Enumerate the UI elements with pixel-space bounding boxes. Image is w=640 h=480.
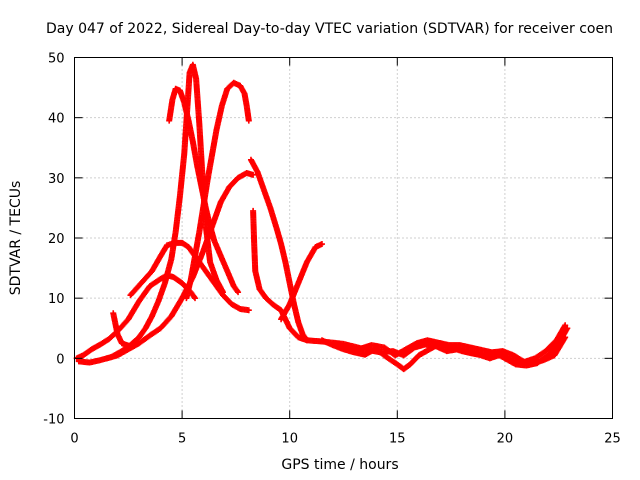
y-axis-label: SDTVAR / TECUs (8, 181, 24, 296)
x-tick-label: 10 (281, 432, 298, 447)
x-tick-label: 5 (178, 432, 186, 447)
y-tick-label: 20 (48, 232, 65, 247)
data-point (250, 171, 257, 178)
data-points (73, 61, 571, 373)
chart-title: Day 047 of 2022, Sidereal Day-to-day VTE… (46, 21, 613, 37)
series-arc-6 (183, 79, 252, 302)
data-point (562, 322, 569, 329)
y-tick-label: 30 (48, 172, 65, 187)
x-axis-label: GPS time / hours (281, 457, 398, 473)
x-tick-label: 25 (604, 432, 621, 447)
x-tick-label: 0 (70, 432, 78, 447)
x-tick-label: 20 (497, 432, 514, 447)
data-point (192, 295, 199, 302)
y-tick-label: 50 (48, 52, 65, 67)
series-arc-7 (110, 310, 134, 350)
series-arc-12 (329, 322, 569, 365)
data-point (127, 343, 134, 350)
y-tick-label: 10 (48, 292, 65, 307)
data-point (245, 117, 252, 124)
series-arc-5 (166, 85, 242, 296)
x-tick-label: 15 (389, 432, 406, 447)
series-arc-10 (278, 241, 325, 323)
axis-ticks: 0 5 10 15 20 25 -10 0 10 20 30 40 50 (43, 52, 621, 447)
y-tick-label: 40 (48, 112, 65, 127)
data-point (318, 241, 325, 248)
y-tick-label: 0 (56, 352, 64, 367)
data-point (235, 289, 242, 296)
y-tick-label: -10 (43, 413, 64, 428)
data-point (245, 307, 252, 314)
